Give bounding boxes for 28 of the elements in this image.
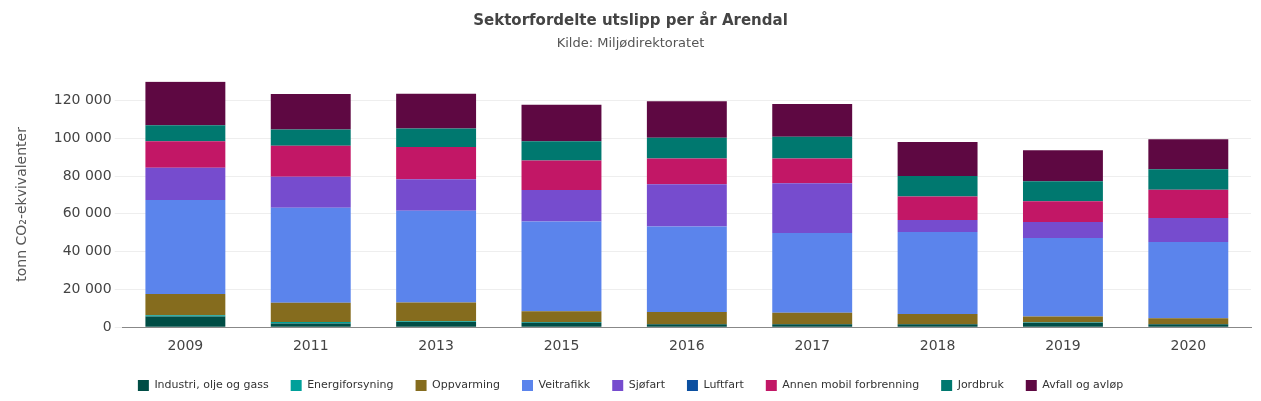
x-tick-label: 2018	[919, 337, 956, 354]
legend-label: Industri, olje og gass	[154, 378, 269, 392]
x-tick-label: 2016	[669, 337, 705, 354]
x-tick-label: 2017	[794, 337, 831, 354]
legend-label: Energiforsyning	[307, 378, 394, 392]
y-tick-label: 40 000	[62, 242, 112, 259]
legend-label: Annen mobil forbrenning	[782, 378, 920, 392]
x-tick-label: 2019	[1045, 337, 1081, 354]
y-tick-label: 60 000	[62, 204, 112, 221]
x-tick-label: 2011	[292, 337, 329, 354]
legend-label: Avfall og avløp	[1042, 378, 1124, 392]
chart-title: Sektorfordelte utslipp per år Arendal	[473, 10, 788, 29]
legend-label: Jordbruk	[956, 378, 1005, 392]
legend-label: Sjøfart	[628, 378, 666, 392]
legend-label: Luftfart	[703, 378, 745, 392]
y-tick-label: 120 000	[53, 91, 112, 108]
x-tick-label: 2009	[167, 337, 204, 354]
legend-label: Veitrafikk	[538, 378, 591, 392]
x-tick-label: 2015	[543, 337, 580, 354]
legend-label: Oppvarming	[432, 378, 501, 392]
x-tick-label: 2020	[1170, 337, 1207, 354]
y-axis-title: tonn CO₂-ekvivalenter	[13, 126, 30, 282]
y-tick-label: 80 000	[62, 166, 112, 183]
y-tick-label: 0	[102, 317, 112, 334]
y-tick-label: 20 000	[62, 280, 112, 297]
y-tick-label: 100 000	[53, 128, 112, 145]
x-tick-label: 2013	[418, 337, 454, 354]
chart-subtitle: Kilde: Miljødirektoratet	[556, 35, 705, 51]
